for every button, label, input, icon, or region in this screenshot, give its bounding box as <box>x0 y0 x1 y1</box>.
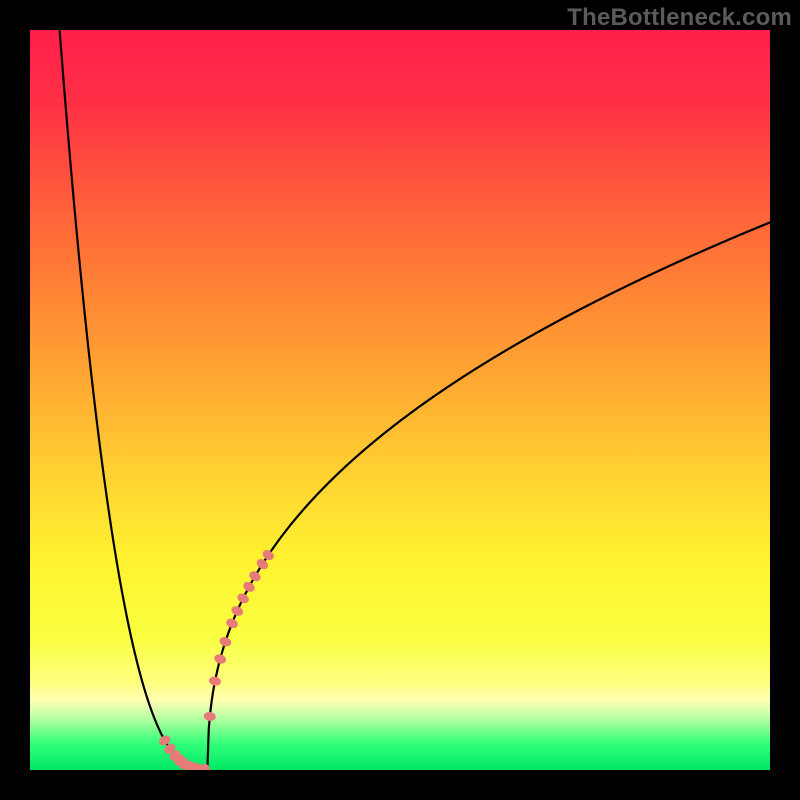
stage: TheBottleneck.com <box>0 0 800 800</box>
gradient-background <box>30 30 770 770</box>
watermark-text: TheBottleneck.com <box>567 4 792 32</box>
bottleneck-curve-chart <box>30 30 770 770</box>
plot-area <box>30 30 770 770</box>
